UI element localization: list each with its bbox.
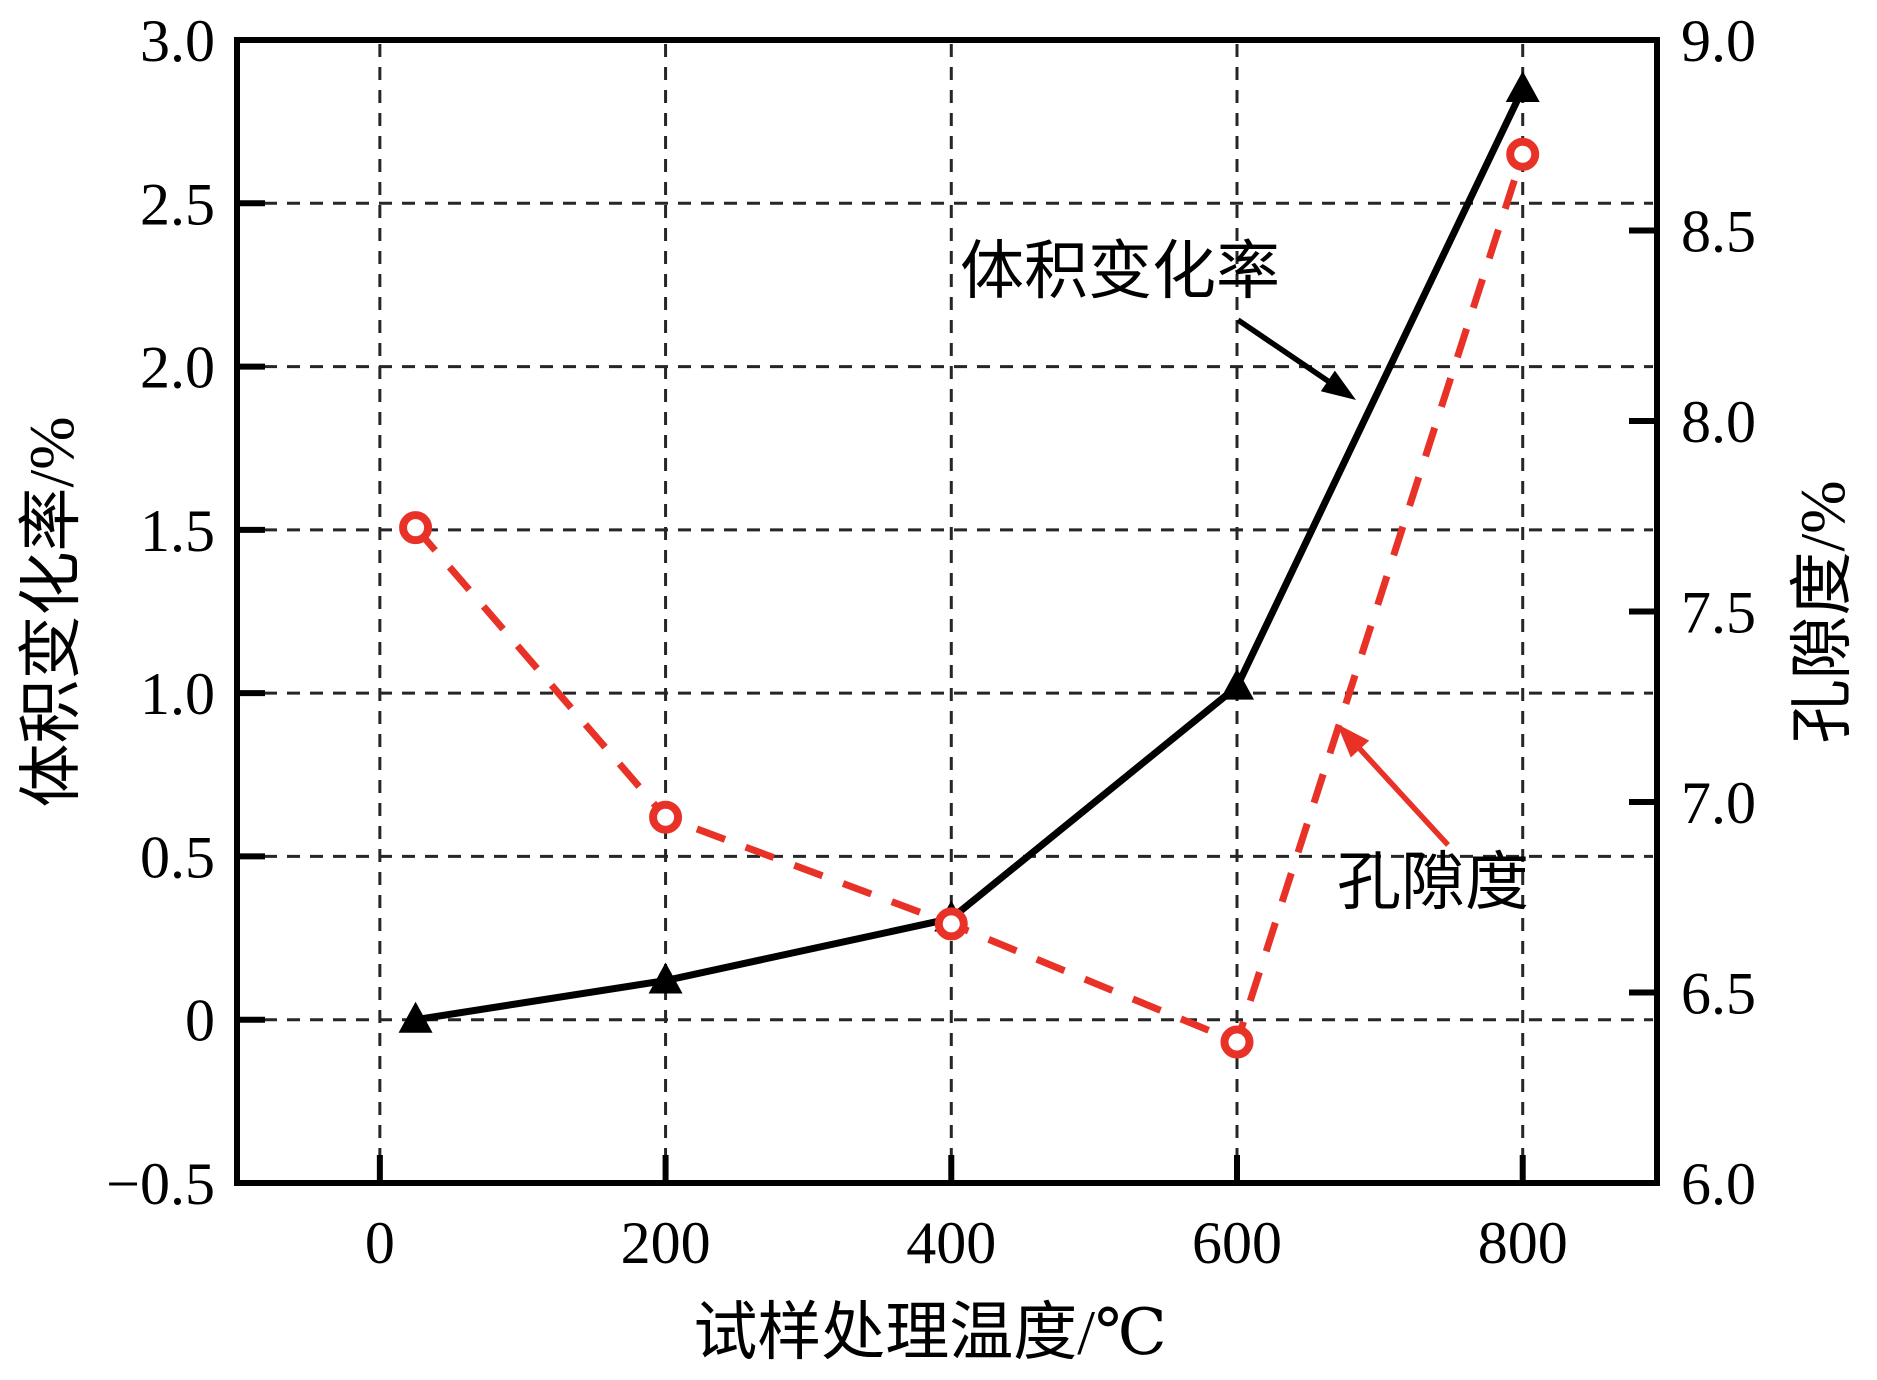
right-tick-label: 6.0: [1681, 1151, 1756, 1217]
left-tick-label: 1.0: [140, 661, 215, 727]
circle-marker: [1506, 137, 1540, 171]
x-tick-label: 400: [906, 1210, 996, 1276]
left-tick-label: 2.5: [140, 171, 215, 237]
left-tick-label: 2.0: [140, 335, 215, 401]
right-tick-label: 8.0: [1681, 389, 1756, 455]
triangle-marker: [1220, 668, 1254, 700]
right-tick-label: 7.0: [1681, 770, 1756, 836]
triangle-marker: [1505, 70, 1540, 102]
x-axis-title: 试样处理温度/℃: [693, 1297, 1167, 1368]
series-porosity: [399, 137, 1540, 1059]
circle-marker: [1220, 1025, 1254, 1059]
right-axis-title: 孔隙度/%: [1787, 480, 1858, 744]
right-tick-label: 6.5: [1681, 961, 1756, 1027]
annotation-porosity-label: 孔隙度: [1337, 847, 1529, 918]
annotation-arrow-1: [1337, 724, 1451, 847]
left-tick-label: 0: [185, 988, 215, 1054]
right-tick-label: 9.0: [1681, 8, 1756, 74]
annotation-volume-change-label: 体积变化率: [960, 236, 1280, 307]
x-tick-label: 200: [621, 1210, 711, 1276]
right-tick-label: 7.5: [1681, 580, 1756, 646]
triangle-marker: [648, 962, 683, 994]
left-axis-title: 体积变化率/%: [16, 416, 87, 808]
x-tick-label: 600: [1192, 1210, 1282, 1276]
annotation-arrow-0: [1236, 317, 1356, 400]
circle-marker: [649, 800, 683, 834]
circle-marker: [934, 907, 968, 941]
left-tick-label: 0.5: [140, 824, 215, 890]
left-tick-label: 3.0: [140, 8, 215, 74]
triangle-marker: [398, 1001, 433, 1033]
gridlines: [241, 44, 1653, 1179]
x-tick-label: 800: [1478, 1210, 1568, 1276]
x-tick-label: 0: [365, 1210, 395, 1276]
left-tick-label: −0.5: [106, 1151, 215, 1217]
tick-marks: [237, 37, 1657, 1186]
circle-marker: [399, 511, 433, 545]
right-tick-label: 8.5: [1681, 199, 1756, 265]
left-tick-label: 1.5: [140, 498, 215, 564]
